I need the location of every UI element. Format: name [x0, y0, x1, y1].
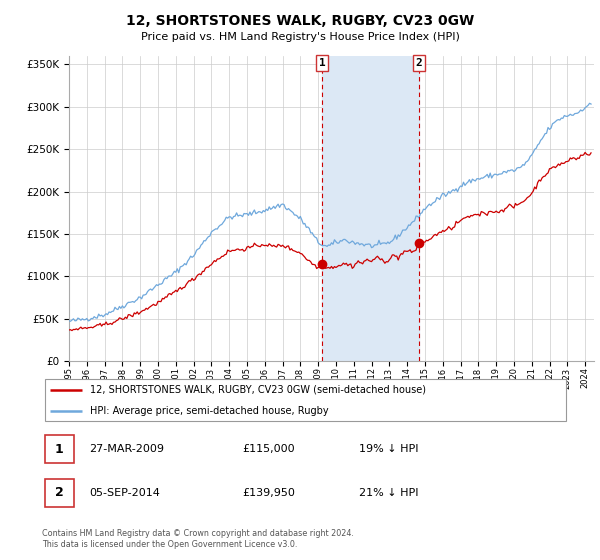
Text: Price paid vs. HM Land Registry's House Price Index (HPI): Price paid vs. HM Land Registry's House … — [140, 32, 460, 43]
Text: 27-MAR-2009: 27-MAR-2009 — [89, 444, 164, 454]
Text: 12, SHORTSTONES WALK, RUGBY, CV23 0GW: 12, SHORTSTONES WALK, RUGBY, CV23 0GW — [126, 14, 474, 28]
Text: 05-SEP-2014: 05-SEP-2014 — [89, 488, 160, 498]
Text: 21% ↓ HPI: 21% ↓ HPI — [359, 488, 418, 498]
FancyBboxPatch shape — [44, 379, 566, 421]
Text: HPI: Average price, semi-detached house, Rugby: HPI: Average price, semi-detached house,… — [89, 407, 328, 416]
Text: £139,950: £139,950 — [242, 488, 296, 498]
Text: 1: 1 — [55, 443, 64, 456]
Bar — [322, 56, 419, 361]
Text: 2: 2 — [55, 486, 64, 499]
FancyBboxPatch shape — [44, 479, 74, 506]
Text: £115,000: £115,000 — [242, 444, 295, 454]
FancyBboxPatch shape — [44, 435, 74, 463]
Text: Contains HM Land Registry data © Crown copyright and database right 2024.
This d: Contains HM Land Registry data © Crown c… — [42, 529, 354, 549]
Text: 12, SHORTSTONES WALK, RUGBY, CV23 0GW (semi-detached house): 12, SHORTSTONES WALK, RUGBY, CV23 0GW (s… — [89, 385, 425, 395]
Text: 1: 1 — [319, 58, 326, 68]
Text: 19% ↓ HPI: 19% ↓ HPI — [359, 444, 418, 454]
Text: 2: 2 — [416, 58, 422, 68]
